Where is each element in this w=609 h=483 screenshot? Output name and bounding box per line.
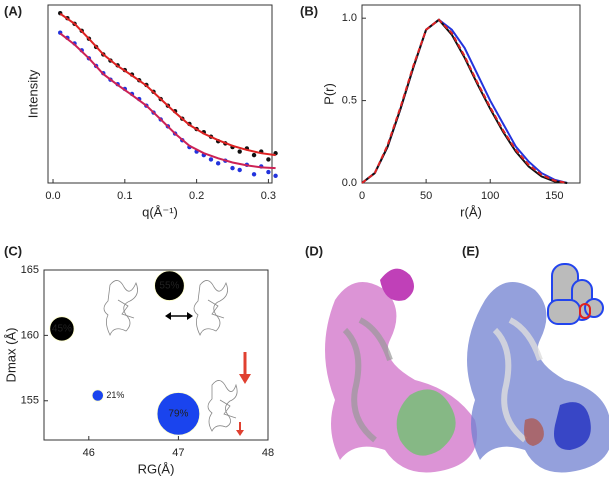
y-tick-label: 155 — [21, 395, 39, 407]
y-tick-label: 0.0 — [342, 177, 357, 189]
x-tick-label: 47 — [172, 447, 184, 459]
x-tick-label: 150 — [545, 190, 563, 202]
data-point — [215, 161, 221, 166]
y-tick-label: 1.0 — [342, 12, 357, 24]
y-tick-label: 0.5 — [342, 94, 357, 106]
panel-label: (A) — [4, 3, 22, 18]
x-axis-title: r(Å) — [460, 204, 482, 219]
panel-label: (B) — [300, 3, 318, 18]
bubble-label: 21% — [106, 390, 124, 400]
data-point — [251, 152, 257, 158]
panel-label: (D) — [305, 243, 323, 258]
x-axis-title: q(Å⁻¹) — [142, 204, 178, 219]
mini-structures — [103, 280, 238, 432]
x-tick-label: 100 — [481, 190, 499, 202]
arrows — [165, 312, 251, 436]
x-tick-label: 48 — [262, 447, 274, 459]
plot-frame — [47, 4, 273, 184]
data-line — [361, 18, 568, 184]
data-line — [361, 18, 568, 184]
plot-frame — [361, 4, 581, 184]
bubble — [156, 392, 201, 436]
y-axis-title: Intensity — [25, 69, 40, 118]
panel-label: (E) — [462, 243, 479, 258]
x-tick-label: 50 — [420, 190, 432, 202]
data-point — [273, 173, 278, 178]
y-tick-label: 165 — [21, 264, 39, 276]
y-axis-title: Dmax (Å) — [3, 328, 18, 383]
structure-d — [325, 268, 477, 473]
data-point — [266, 169, 271, 175]
bubble-label: 55% — [159, 280, 179, 291]
structure-e — [467, 263, 609, 473]
x-tick-label: 0.3 — [261, 190, 276, 202]
bubble-label: 79% — [168, 408, 188, 419]
data-point — [251, 172, 257, 177]
data-point — [237, 149, 242, 154]
y-tick-label: 160 — [21, 329, 39, 341]
bubble — [154, 270, 185, 301]
y-axis-title: P(r) — [321, 83, 336, 105]
data-point — [208, 157, 214, 162]
x-tick-label: 0 — [359, 190, 365, 202]
data-point — [237, 167, 242, 173]
bubble — [49, 316, 75, 342]
bubble-label: 45% — [52, 323, 72, 334]
data-line — [59, 12, 276, 157]
x-tick-label: 0.1 — [117, 190, 132, 202]
x-tick-label: 46 — [83, 447, 95, 459]
data-point — [230, 165, 235, 171]
data-line — [361, 18, 568, 184]
data-point — [266, 157, 271, 162]
data-line — [59, 32, 276, 170]
x-tick-label: 0.2 — [189, 190, 204, 202]
x-tick-label: 0.0 — [45, 190, 60, 202]
x-axis-title: RG(Å) — [138, 461, 175, 476]
plot-frame — [43, 269, 269, 441]
panel-label: (C) — [4, 243, 22, 258]
bubble — [91, 389, 104, 402]
